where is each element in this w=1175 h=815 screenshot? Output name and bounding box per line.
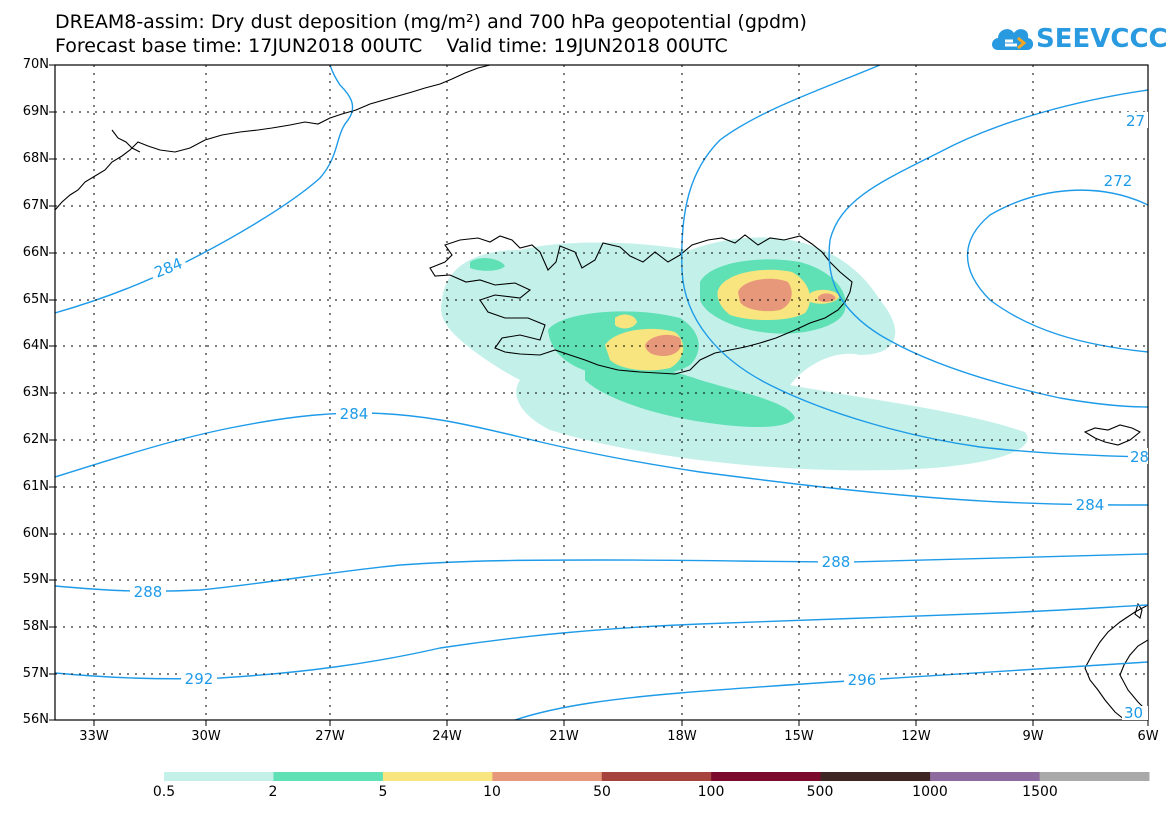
dust-area-10-west <box>645 334 682 356</box>
lat-label-57N: 57N <box>22 666 49 681</box>
colorbar-label-2: 2 <box>268 784 278 800</box>
lon-label-21W: 21W <box>549 729 579 744</box>
lon-label-9W: 9W <box>1022 729 1044 744</box>
scotland-coast <box>1084 604 1148 720</box>
contour-272 <box>966 189 1148 353</box>
colorbar-swatch <box>382 772 493 781</box>
colorbar-swatch <box>273 772 384 781</box>
colorbar-label-5: 5 <box>378 784 388 800</box>
lon-label-30W: 30W <box>191 729 221 744</box>
contour-label-288-east: 288 <box>822 553 851 571</box>
contour-292 <box>55 604 1148 680</box>
contour-27x <box>828 89 1148 408</box>
dust-shading <box>441 237 1028 471</box>
lat-label-67N: 67N <box>22 198 49 213</box>
lat-label-62N: 62N <box>22 432 49 447</box>
colorbar-label-1500: 1500 <box>1022 784 1058 800</box>
colorbar-swatch <box>820 772 931 781</box>
colorbar-label-0.5: 0.5 <box>152 784 176 800</box>
coastlines <box>55 65 1148 720</box>
lat-label-64N: 64N <box>22 338 49 353</box>
scotland-coast-b <box>1119 639 1148 713</box>
colorbar-swatch <box>492 772 603 781</box>
colorbar-swatch <box>711 772 822 781</box>
iceland-coast <box>429 234 853 375</box>
contour-label-272: 272 <box>1104 172 1133 190</box>
lat-label-56N: 56N <box>22 712 49 727</box>
lon-label-15W: 15W <box>784 729 814 744</box>
faroe-coast <box>1083 424 1142 446</box>
contour-label-27-edge: 27 <box>1126 112 1145 130</box>
contour-284 <box>55 412 1148 506</box>
dust-area-0.5 <box>441 237 1028 471</box>
colorbar <box>164 772 1150 781</box>
contour-label-28-edge: 28 <box>1130 448 1149 466</box>
lat-label-60N: 60N <box>22 526 49 541</box>
lat-label-61N: 61N <box>22 479 49 494</box>
dust-area-2-nw <box>470 258 505 271</box>
dust-area-5-west2 <box>615 314 637 329</box>
grid-lines <box>55 65 1148 720</box>
lon-label-24W: 24W <box>432 729 462 744</box>
contour-284-greenland <box>55 65 354 314</box>
lat-label-63N: 63N <box>22 385 49 400</box>
contour-label-288-west: 288 <box>134 583 163 601</box>
colorbar-label-1000: 1000 <box>912 784 948 800</box>
contour-label-30-edge: 30 <box>1124 704 1143 722</box>
lon-label-18W: 18W <box>667 729 697 744</box>
geopotential-contours <box>55 65 1148 720</box>
dust-area-10-east <box>738 278 792 312</box>
shetland-coast <box>1134 602 1143 619</box>
contour-label-284-mid: 284 <box>340 405 369 423</box>
lat-label-69N: 69N <box>22 104 49 119</box>
colorbar-swatch <box>601 772 712 781</box>
lon-label-27W: 27W <box>315 729 345 744</box>
cloud-icon <box>992 29 1034 50</box>
lat-label-66N: 66N <box>22 245 49 260</box>
greenland-coast-b <box>111 129 141 153</box>
map-subtitle: Forecast base time: 17JUN2018 00UTC Vali… <box>55 35 728 57</box>
lon-label-12W: 12W <box>901 729 931 744</box>
colorbar-swatch <box>930 772 1041 781</box>
colorbar-label-10: 10 <box>483 784 501 800</box>
lon-label-6W: 6W <box>1137 729 1159 744</box>
tick-marks <box>49 64 1149 726</box>
map-frame <box>54 64 1149 721</box>
lat-label-68N: 68N <box>22 151 49 166</box>
lon-label-33W: 33W <box>79 729 109 744</box>
colorbar-label-100: 100 <box>697 784 725 800</box>
contour-280 <box>681 65 1148 458</box>
lat-label-59N: 59N <box>22 572 49 587</box>
lat-label-70N: 70N <box>22 57 49 72</box>
contour-296 <box>514 661 1148 720</box>
map-title: DREAM8-assim: Dry dust deposition (mg/m²… <box>55 11 807 33</box>
lat-label-58N: 58N <box>22 619 49 634</box>
logo-text: SEEVCCC <box>1036 24 1168 54</box>
colorbar-label-500: 500 <box>806 784 834 800</box>
contour-label-292: 292 <box>185 670 214 688</box>
lat-label-65N: 65N <box>22 292 49 307</box>
seevccc-logo: SEEVCCC <box>988 20 1168 60</box>
contour-288 <box>55 553 1148 592</box>
contour-label-284-east: 284 <box>1076 496 1105 514</box>
colorbar-label-50: 50 <box>593 784 611 800</box>
contour-label-296: 296 <box>848 671 877 689</box>
colorbar-swatch <box>164 772 274 781</box>
colorbar-swatch <box>1039 772 1150 781</box>
dust-area-2-south <box>585 364 795 428</box>
greenland-coast <box>55 65 491 211</box>
